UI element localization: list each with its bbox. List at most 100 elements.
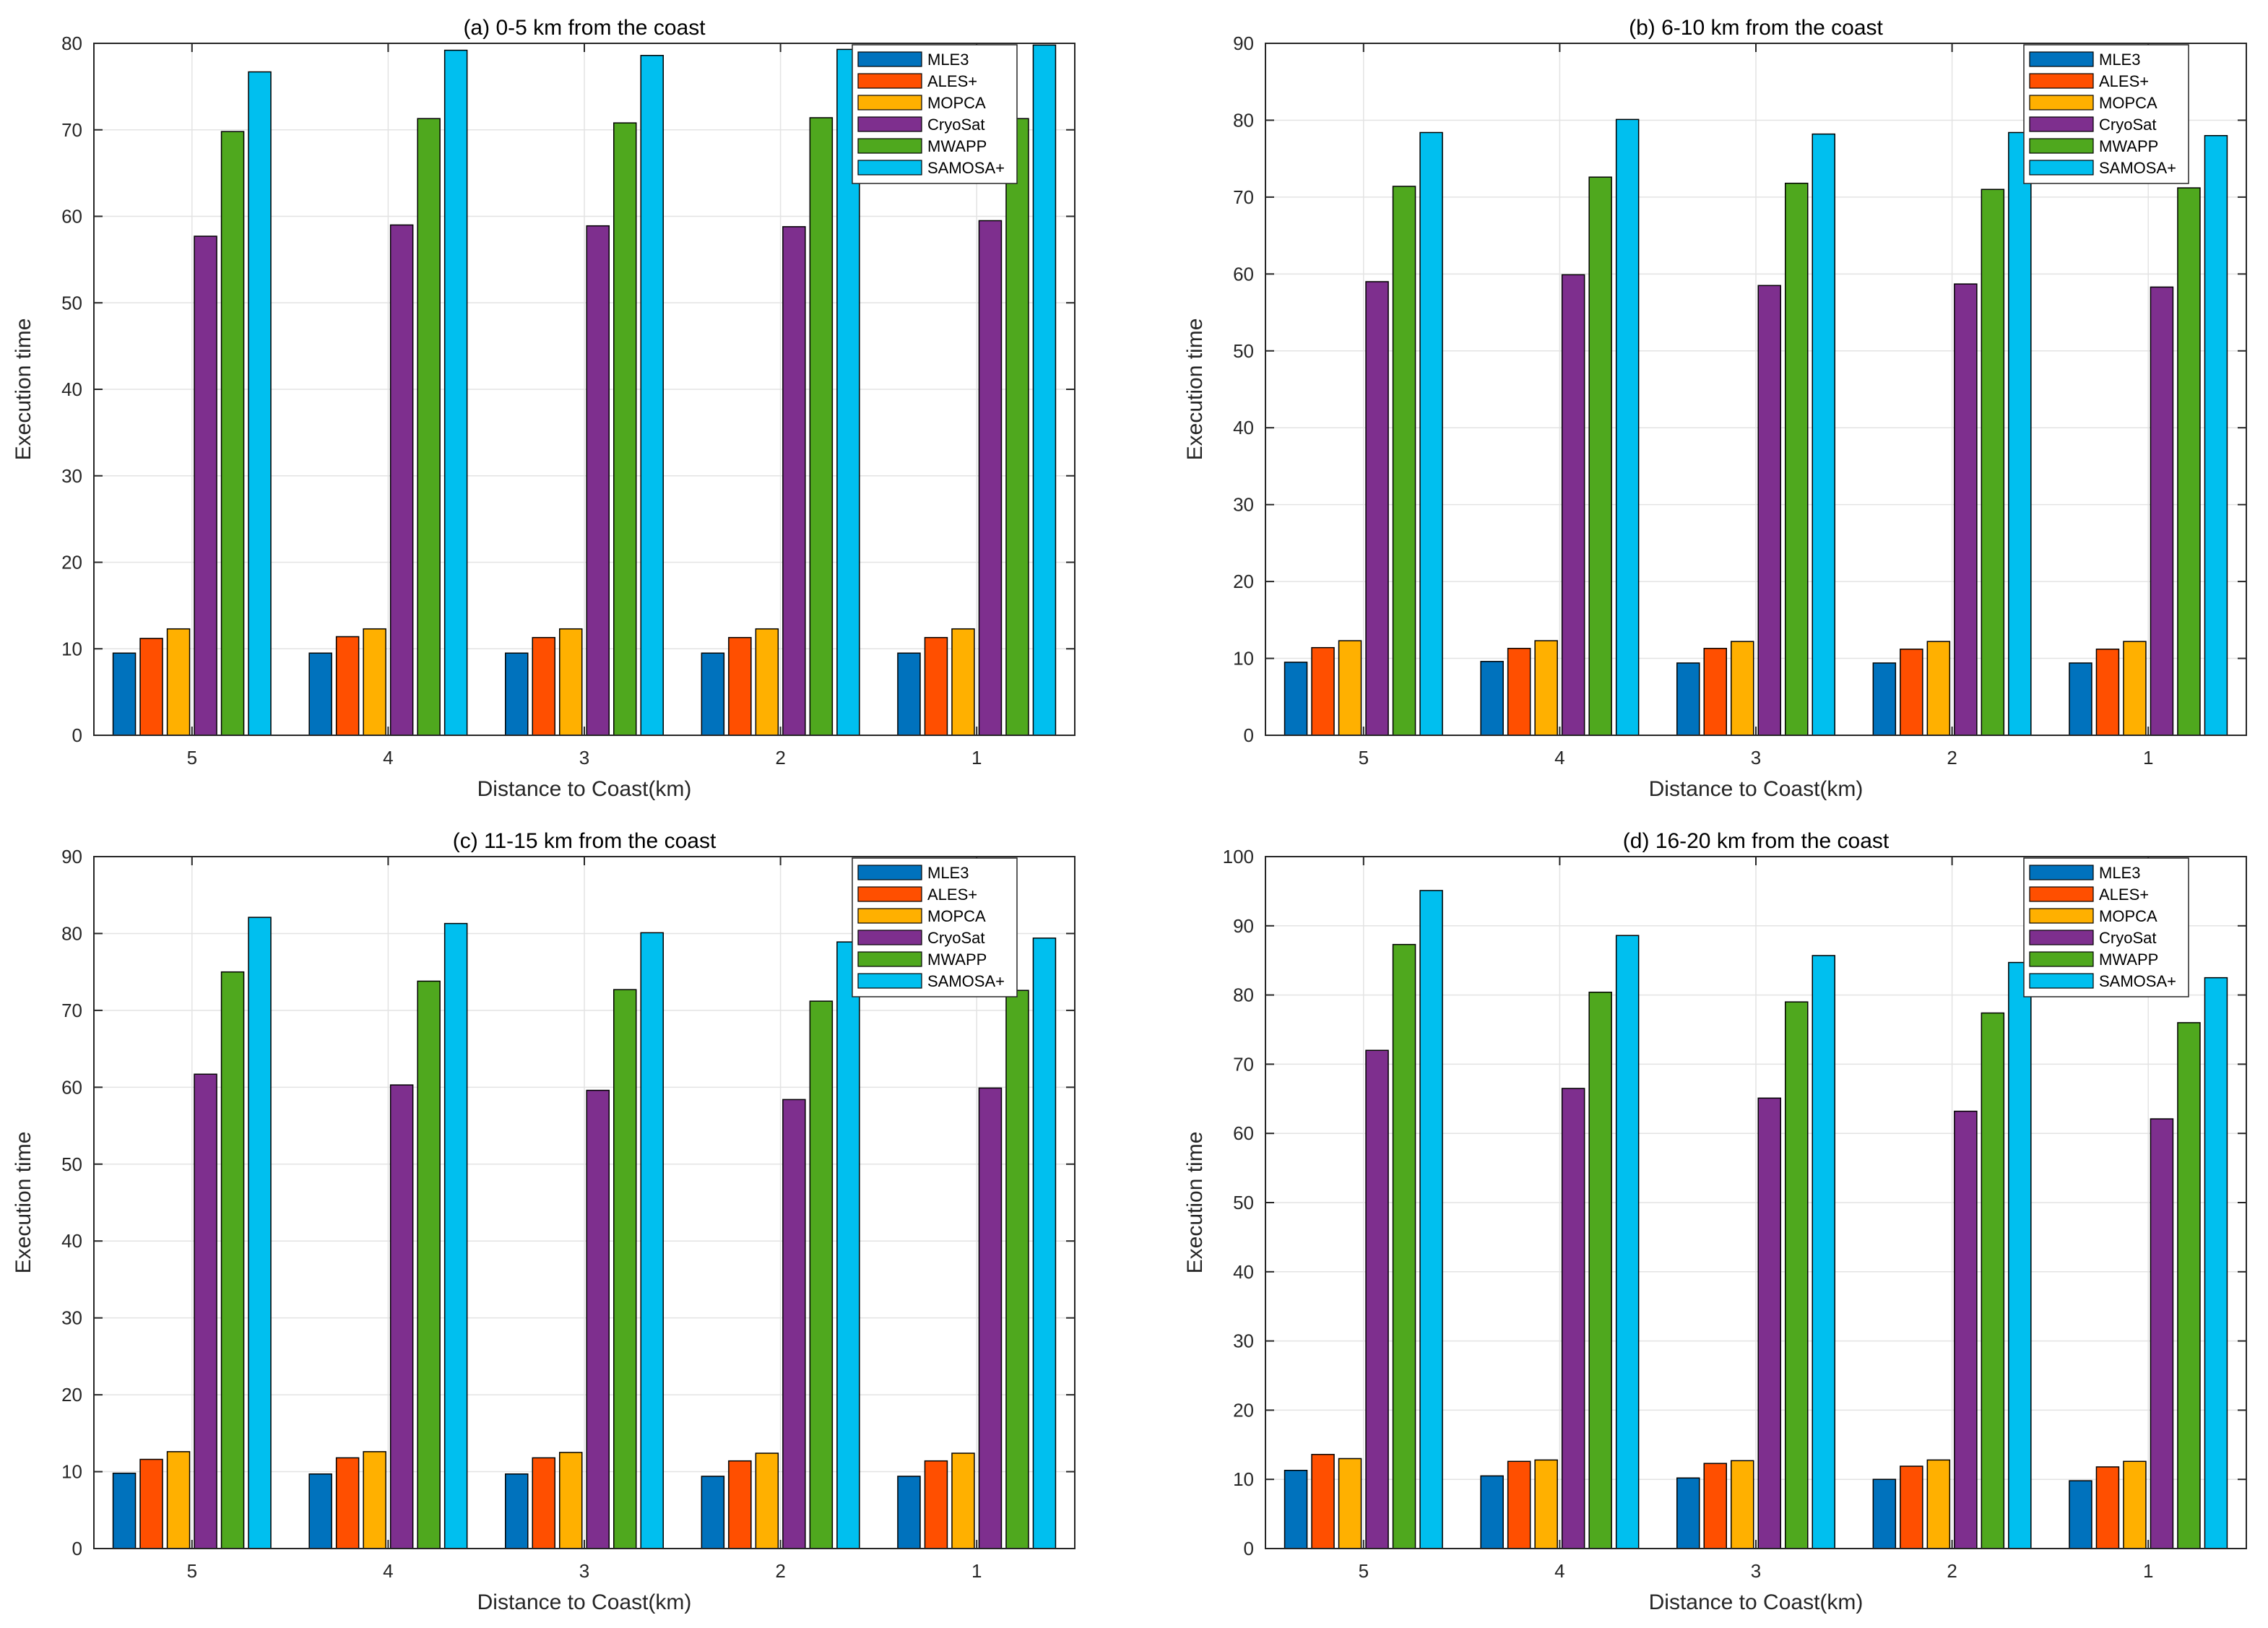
x-tick-label: 4 (383, 747, 393, 768)
bar-ales-2 (728, 1460, 752, 1549)
bar-mle3-3 (505, 652, 529, 736)
bar-cryosat-1 (2150, 1118, 2174, 1549)
bar-mopca-5 (166, 628, 191, 736)
bar-samosa-3 (640, 55, 664, 736)
legend-swatch (857, 865, 922, 880)
y-tick-label: 100 (1223, 846, 1254, 867)
bar-mle3-4 (308, 652, 332, 736)
bar-mwapp-2 (1981, 189, 2005, 736)
y-tick-label: 70 (1233, 186, 1254, 208)
bar-mopca-3 (559, 1452, 583, 1549)
bar-mle3-4 (1480, 1475, 1504, 1549)
bar-mopca-5 (1338, 1458, 1362, 1549)
bar-mopca-1 (951, 1452, 975, 1549)
y-tick-label: 10 (61, 638, 82, 659)
legend-swatch (857, 908, 922, 924)
bar-mle3-2 (1872, 662, 1897, 736)
bar-mle3-3 (505, 1473, 529, 1549)
legend-label: MWAPP (2099, 951, 2158, 969)
bar-cryosat-5 (1365, 1049, 1389, 1549)
legend-label: ALES+ (2099, 886, 2149, 904)
y-tick-label: 40 (61, 378, 82, 400)
legend: MLE3 ALES+ MOPCA CryoSat MWAPP SAMOSA+ (852, 44, 1018, 184)
bar-mwapp-3 (613, 122, 637, 736)
chart-title: (a) 0-5 km from the coast (463, 16, 706, 40)
bar-mopca-1 (951, 628, 975, 736)
y-tick-label: 30 (61, 465, 82, 487)
bar-mwapp-4 (1588, 176, 1612, 736)
bar-cryosat-4 (389, 224, 414, 736)
y-tick-label: 80 (1233, 109, 1254, 131)
x-axis-label: Distance to Coast(km) (1649, 1590, 1864, 1614)
y-tick-label: 60 (61, 206, 82, 228)
legend-swatch (857, 73, 922, 89)
x-axis-label: Distance to Coast(km) (477, 1590, 692, 1614)
bar-samosa-1 (2204, 977, 2228, 1549)
bar-mwapp-5 (220, 131, 245, 736)
legend-label: MWAPP (927, 137, 987, 155)
y-tick-label: 0 (1244, 724, 1254, 746)
bar-samosa-4 (1615, 935, 1640, 1549)
bar-samosa-5 (248, 71, 272, 736)
bar-mwapp-2 (1981, 1012, 2005, 1549)
legend-label: ALES+ (927, 72, 977, 90)
bar-mle3-1 (2069, 1480, 2092, 1549)
bar-mopca-3 (1731, 1460, 1754, 1549)
x-tick-label: 3 (1751, 747, 1761, 768)
legend-swatch (2029, 973, 2094, 989)
bar-mle3-5 (1284, 1469, 1308, 1549)
bar-mwapp-1 (1005, 990, 1029, 1549)
legend-swatch (2029, 51, 2094, 67)
bar-mopca-3 (559, 628, 583, 736)
y-axis-label: Execution time (1183, 1132, 1207, 1274)
legend-label: MOPCA (2099, 907, 2157, 925)
legend-label: MWAPP (2099, 137, 2158, 155)
y-tick-label: 0 (72, 724, 82, 746)
bar-mopca-1 (2123, 641, 2147, 736)
bar-mopca-2 (1926, 1459, 1951, 1549)
bar-mopca-4 (363, 1451, 386, 1549)
x-tick-label: 1 (971, 1560, 982, 1582)
legend-swatch (857, 51, 922, 67)
bar-mle3-5 (112, 1472, 137, 1549)
bar-mwapp-1 (2177, 187, 2201, 736)
x-tick-label: 4 (383, 1560, 393, 1582)
bar-samosa-4 (1615, 118, 1640, 736)
legend-swatch (857, 930, 922, 945)
legend-swatch (857, 973, 922, 989)
bar-mle3-2 (701, 652, 725, 736)
bar-mwapp-4 (417, 118, 441, 736)
legend-label: CryoSat (927, 929, 984, 947)
bar-samosa-1 (1032, 44, 1057, 736)
bar-ales-2 (728, 636, 752, 736)
bar-mopca-1 (2123, 1460, 2147, 1549)
legend-label: ALES+ (927, 886, 977, 904)
y-tick-label: 30 (1233, 1330, 1254, 1352)
bar-cryosat-3 (586, 1089, 610, 1549)
x-tick-label: 4 (1554, 1560, 1564, 1582)
bar-cryosat-2 (782, 226, 806, 736)
bar-ales-1 (924, 1460, 948, 1549)
bar-samosa-1 (2204, 134, 2228, 736)
bar-mopca-4 (1534, 640, 1558, 736)
y-tick-label: 30 (61, 1307, 82, 1329)
bar-mle3-5 (112, 652, 137, 736)
y-tick-label: 30 (1233, 494, 1254, 516)
bar-mopca-4 (1534, 1459, 1558, 1549)
bar-mle3-4 (1480, 661, 1504, 736)
y-tick-label: 70 (1233, 1053, 1254, 1075)
bar-samosa-4 (443, 922, 468, 1549)
y-tick-label: 70 (61, 119, 82, 141)
y-tick-label: 20 (61, 1384, 82, 1406)
legend-swatch (2029, 160, 2094, 176)
bar-samosa-3 (1812, 133, 1835, 736)
legend-swatch (2029, 951, 2094, 967)
y-axis-label: Execution time (1183, 319, 1207, 461)
bar-samosa-2 (2008, 961, 2032, 1549)
legend-label: MOPCA (927, 94, 986, 112)
bar-mopca-5 (166, 1451, 191, 1549)
x-tick-label: 2 (775, 747, 785, 768)
bar-cryosat-1 (2150, 286, 2174, 736)
y-tick-label: 50 (61, 292, 82, 313)
